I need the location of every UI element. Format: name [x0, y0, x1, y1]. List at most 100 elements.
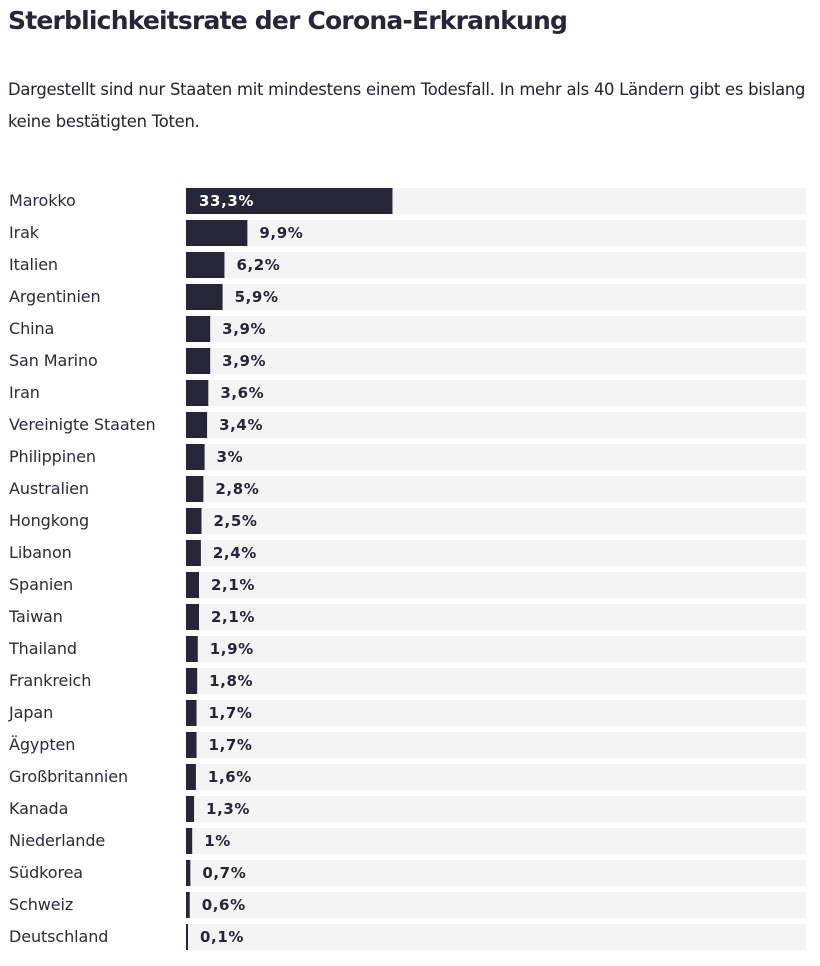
bar-row: Italien 6,2% — [9, 252, 806, 278]
bar-track — [186, 476, 806, 502]
bar-track — [186, 860, 806, 886]
bar — [186, 636, 198, 662]
bar-track — [186, 668, 806, 694]
value-label: 3,9% — [222, 352, 266, 370]
bar-track — [186, 380, 806, 406]
bar-track — [186, 924, 806, 950]
category-label: Taiwan — [8, 607, 63, 626]
value-label: 1,3% — [206, 800, 250, 818]
value-label: 1,8% — [209, 672, 253, 690]
bar — [186, 316, 211, 342]
bar — [186, 284, 223, 310]
bar-track — [186, 348, 806, 374]
value-label: 0,1% — [200, 928, 244, 946]
category-label: Vereinigte Staaten — [9, 415, 156, 434]
bar-track — [186, 284, 806, 310]
bar-track — [186, 252, 806, 278]
value-label: 1,9% — [210, 640, 254, 658]
bar — [186, 700, 197, 726]
bar-row: Frankreich 1,8% — [9, 668, 806, 694]
value-label: 3,6% — [220, 384, 264, 402]
category-label: Hongkong — [9, 511, 89, 530]
value-label: 1% — [204, 832, 231, 850]
value-label: 1,6% — [208, 768, 252, 786]
bar-track — [186, 316, 806, 342]
bar — [186, 828, 193, 854]
bar — [186, 220, 248, 246]
category-label: San Marino — [9, 351, 98, 370]
bar — [186, 252, 225, 278]
bar — [186, 668, 198, 694]
bar — [186, 188, 393, 214]
bar — [186, 348, 211, 374]
bar-track — [186, 796, 806, 822]
bar — [186, 732, 197, 758]
value-label: 33,3% — [199, 192, 254, 210]
category-label: Kanada — [9, 799, 68, 818]
value-label: 9,9% — [259, 224, 303, 242]
bar — [186, 796, 195, 822]
bar-track — [186, 412, 806, 438]
bar-row: San Marino 3,9% — [9, 348, 806, 374]
bar-track — [186, 508, 806, 534]
bar-track — [186, 444, 806, 470]
category-label: Schweiz — [9, 895, 73, 914]
category-label: Italien — [9, 255, 58, 274]
category-label: Argentinien — [9, 287, 101, 306]
value-label: 3,9% — [222, 320, 266, 338]
bar-row: Niederlande 1% — [9, 828, 806, 854]
value-label: 2,1% — [211, 576, 255, 594]
category-label: Ägypten — [9, 735, 75, 754]
bar-row: Vereinigte Staaten 3,4% — [9, 412, 806, 438]
bar — [186, 508, 202, 534]
bar-track — [186, 700, 806, 726]
category-label: Spanien — [9, 575, 73, 594]
bar-row: Australien 2,8% — [9, 476, 806, 502]
bar — [186, 572, 200, 598]
value-label: 2,8% — [215, 480, 259, 498]
bar-row: Libanon 2,4% — [9, 540, 806, 566]
bar — [186, 412, 208, 438]
bar — [186, 540, 201, 566]
value-label: 3% — [217, 448, 244, 466]
category-label: China — [9, 319, 54, 338]
category-label: Thailand — [8, 639, 77, 658]
bar — [186, 380, 209, 406]
category-label: Japan — [8, 703, 53, 722]
category-label: Australien — [9, 479, 89, 498]
bar-row: Südkorea 0,7% — [9, 860, 806, 886]
category-label: Deutschland — [9, 927, 108, 946]
category-label: Frankreich — [9, 671, 91, 690]
bar-track — [186, 892, 806, 918]
category-label: Südkorea — [9, 863, 83, 882]
category-label: Iran — [9, 383, 40, 402]
value-label: 5,9% — [235, 288, 279, 306]
bar-track — [186, 540, 806, 566]
category-label: Marokko — [9, 191, 76, 210]
bar-row: Thailand 1,9% — [8, 636, 806, 662]
bar — [186, 764, 196, 790]
bar-track — [186, 732, 806, 758]
bar-track — [186, 220, 806, 246]
chart-subtitle: Dargestellt sind nur Staaten mit mindest… — [8, 80, 806, 131]
bar-row: China 3,9% — [9, 316, 806, 342]
value-label: 3,4% — [219, 416, 263, 434]
value-label: 1,7% — [209, 736, 253, 754]
bar-track — [186, 604, 806, 630]
bar-row: Kanada 1,3% — [9, 796, 806, 822]
bar — [186, 476, 204, 502]
bar-row: Spanien 2,1% — [9, 572, 806, 598]
bar-row: Großbritannien 1,6% — [9, 764, 806, 790]
bar-track — [186, 764, 806, 790]
bar-row: Deutschland 0,1% — [9, 924, 806, 950]
value-label: 0,7% — [202, 864, 246, 882]
bar — [186, 444, 205, 470]
category-label: Libanon — [9, 543, 72, 562]
bar-row: Hongkong 2,5% — [9, 508, 806, 534]
value-label: 6,2% — [236, 256, 280, 274]
bar-row: Iran 3,6% — [9, 380, 806, 406]
bar-row: Marokko 33,3% — [9, 188, 806, 214]
bar-track — [186, 828, 806, 854]
bar-track — [186, 636, 806, 662]
